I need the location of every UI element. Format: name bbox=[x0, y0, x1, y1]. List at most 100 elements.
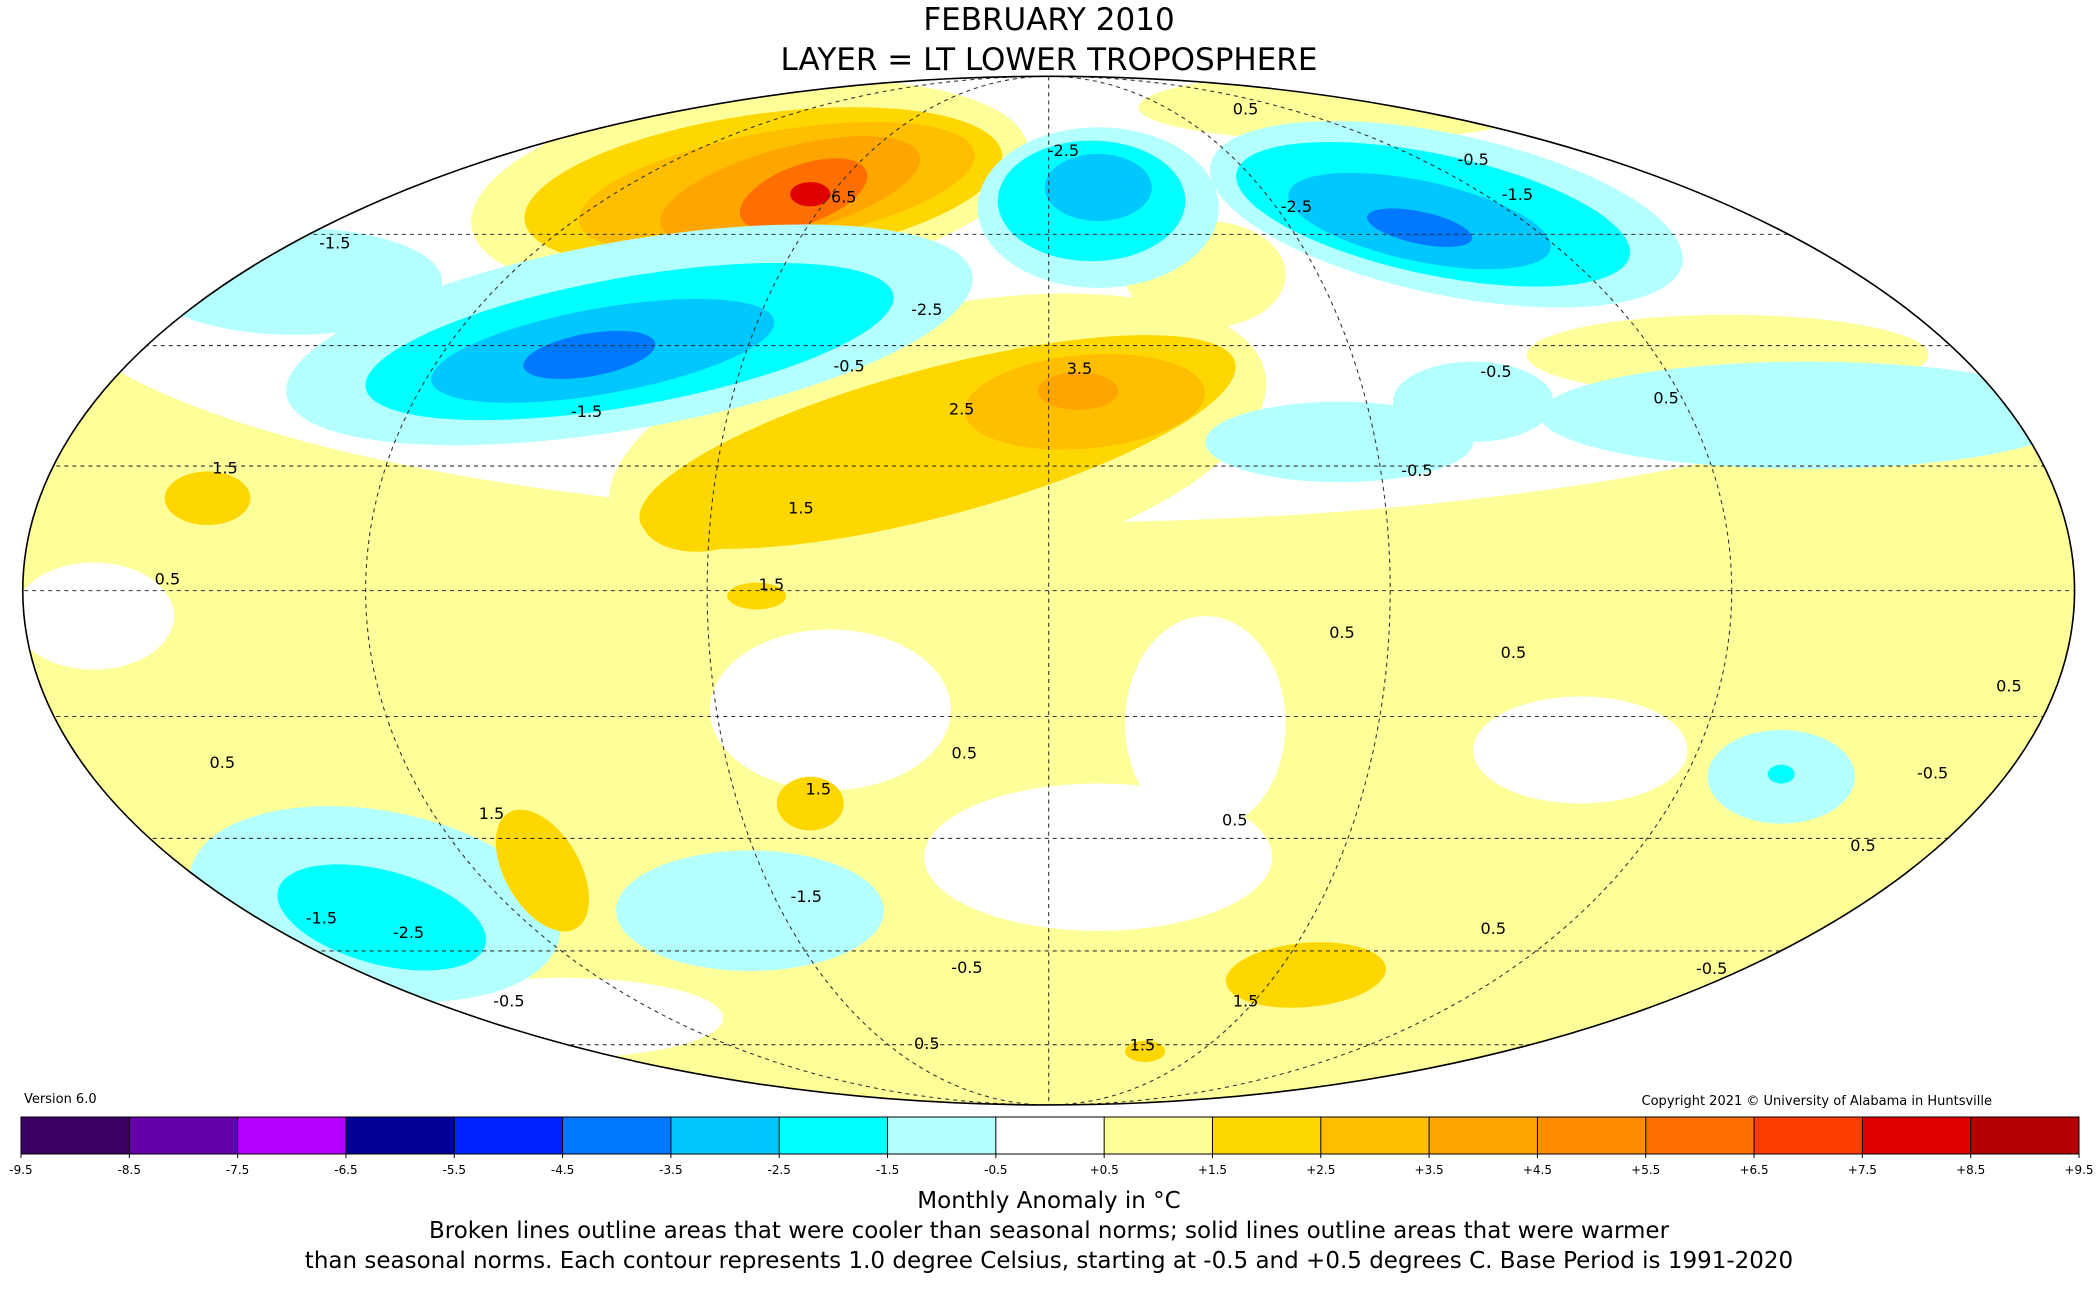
tick-label: +4.5 bbox=[1523, 1163, 1552, 1177]
tick-label: +3.5 bbox=[1415, 1163, 1444, 1177]
contour-label: 0.5 bbox=[1996, 677, 2022, 696]
contour-label: 0.5 bbox=[1501, 643, 1527, 662]
contour-label: -0.5 bbox=[1917, 764, 1948, 783]
anomaly-area bbox=[1225, 942, 1386, 1008]
color-bin bbox=[345, 1117, 455, 1154]
tick-label: -9.5 bbox=[9, 1163, 32, 1177]
tick-label: -5.5 bbox=[443, 1163, 466, 1177]
anomaly-area bbox=[790, 182, 831, 207]
color-bin bbox=[887, 1117, 996, 1154]
anomaly-area bbox=[1044, 154, 1152, 221]
contour-label: -1.5 bbox=[319, 233, 350, 252]
color-bin bbox=[1429, 1117, 1538, 1154]
tick-label: +1.5 bbox=[1198, 1163, 1227, 1177]
subtitle: LAYER = LT LOWER TROPOSPHERE bbox=[781, 42, 1318, 78]
contour-label: 1.5 bbox=[788, 498, 814, 517]
anomaly-area bbox=[616, 850, 884, 971]
caption: than seasonal norms. Each contour repres… bbox=[305, 1248, 1793, 1274]
anomaly-area bbox=[1767, 764, 1795, 784]
contour-label: -0.5 bbox=[1480, 362, 1511, 381]
contour-label: -1.5 bbox=[1502, 185, 1533, 204]
anomaly-area bbox=[1125, 616, 1286, 831]
contour-label: -1.5 bbox=[306, 908, 337, 927]
anomaly-area bbox=[277, 864, 486, 971]
contour-label: 3.5 bbox=[1067, 359, 1093, 378]
contour-label: -0.5 bbox=[1696, 959, 1727, 978]
tick-label: -7.5 bbox=[226, 1163, 249, 1177]
colorbar-label: Monthly Anomaly in °C bbox=[917, 1188, 1180, 1214]
color-bin bbox=[21, 1117, 130, 1154]
contour-label: -1.5 bbox=[571, 402, 602, 421]
color-bin bbox=[1320, 1117, 1430, 1154]
color-bin bbox=[1754, 1117, 1863, 1154]
color-bin bbox=[562, 1117, 671, 1154]
tick-label: +6.5 bbox=[1739, 1163, 1768, 1177]
color-bin bbox=[1212, 1117, 1321, 1154]
tick-label: +2.5 bbox=[1306, 1163, 1335, 1177]
color-bin bbox=[454, 1117, 563, 1154]
anomaly-area bbox=[164, 471, 251, 526]
contour-label: 1.5 bbox=[212, 458, 238, 477]
contour-label: -1.5 bbox=[791, 887, 822, 906]
tick-label: -0.5 bbox=[984, 1163, 1007, 1177]
color-bin bbox=[1970, 1117, 2079, 1154]
tick-label: -3.5 bbox=[659, 1163, 682, 1177]
anomaly-area bbox=[709, 629, 951, 791]
contour-label: 0.5 bbox=[1850, 836, 1876, 855]
contour-label: 0.5 bbox=[210, 753, 236, 772]
map: -1.5 1.5 0.5 0.5 1.5 -1.5 -2.5 -0.5 -1.5 -0.5 -2.5… bbox=[21, 75, 2076, 1106]
contour-label: 0.5 bbox=[155, 569, 181, 588]
contour-label: 1.5 bbox=[759, 575, 785, 594]
contour-label: 0.5 bbox=[1329, 623, 1355, 642]
meridian bbox=[365, 76, 1733, 1105]
tick-label: +7.5 bbox=[1848, 1163, 1877, 1177]
color-bin bbox=[670, 1117, 780, 1154]
anomaly-area bbox=[1037, 372, 1119, 410]
anomaly-area bbox=[727, 582, 787, 610]
contour-label: 1.5 bbox=[1233, 991, 1259, 1010]
globe-outline bbox=[21, 75, 2076, 1106]
contour-label: -0.5 bbox=[951, 958, 982, 977]
anomaly-area bbox=[924, 783, 1273, 931]
copyright: Copyright 2021 © University of Alabama i… bbox=[1642, 1094, 1992, 1109]
contour-label: 0.5 bbox=[952, 744, 978, 763]
color-bin bbox=[1104, 1117, 1213, 1154]
contour-label: -2.5 bbox=[1281, 197, 1312, 216]
color-bin bbox=[1645, 1117, 1755, 1154]
tick-label: +9.5 bbox=[2064, 1163, 2093, 1177]
contour-label: 1.5 bbox=[479, 804, 505, 823]
contour-label: 2.5 bbox=[949, 399, 975, 418]
title: FEBRUARY 2010 bbox=[923, 2, 1174, 38]
anomaly-area bbox=[1392, 361, 1554, 442]
tick-label: +5.5 bbox=[1631, 1163, 1660, 1177]
contour-label: 0.5 bbox=[914, 1034, 940, 1053]
tick-label: +0.5 bbox=[1090, 1163, 1119, 1177]
contour-label: -0.5 bbox=[833, 356, 864, 375]
color-bin bbox=[1862, 1117, 1971, 1154]
color-bin bbox=[995, 1117, 1105, 1154]
contour-label: -2.5 bbox=[911, 300, 942, 319]
tick-label: -6.5 bbox=[334, 1163, 357, 1177]
contour-label: -2.5 bbox=[1048, 141, 1079, 160]
contour-label: 6.5 bbox=[831, 188, 857, 207]
anomaly-fields bbox=[22, 76, 2075, 1105]
anomaly-area bbox=[1473, 696, 1688, 804]
contour-label: 0.5 bbox=[1481, 919, 1507, 938]
contour-label: -0.5 bbox=[1401, 461, 1432, 480]
contour-label: 1.5 bbox=[806, 780, 832, 799]
graticule bbox=[22, 76, 2075, 1105]
color-bin bbox=[1537, 1117, 1646, 1154]
contour-label: 0.5 bbox=[1653, 389, 1679, 408]
color-bin bbox=[779, 1117, 888, 1154]
contour-label: 0.5 bbox=[1233, 99, 1259, 118]
contour-label: 0.5 bbox=[1222, 810, 1248, 829]
anomaly-area bbox=[495, 809, 590, 932]
contour-label: -2.5 bbox=[393, 923, 424, 942]
anomaly-area bbox=[22, 562, 175, 670]
tick-label: -4.5 bbox=[551, 1163, 574, 1177]
contour-labels: -1.5 1.5 0.5 0.5 1.5 -1.5 -2.5 -0.5 -1.5 -0.5 -2.5… bbox=[155, 99, 2022, 1054]
color-bin bbox=[237, 1117, 346, 1154]
tick-label: -1.5 bbox=[876, 1163, 899, 1177]
version: Version 6.0 bbox=[24, 1092, 97, 1107]
